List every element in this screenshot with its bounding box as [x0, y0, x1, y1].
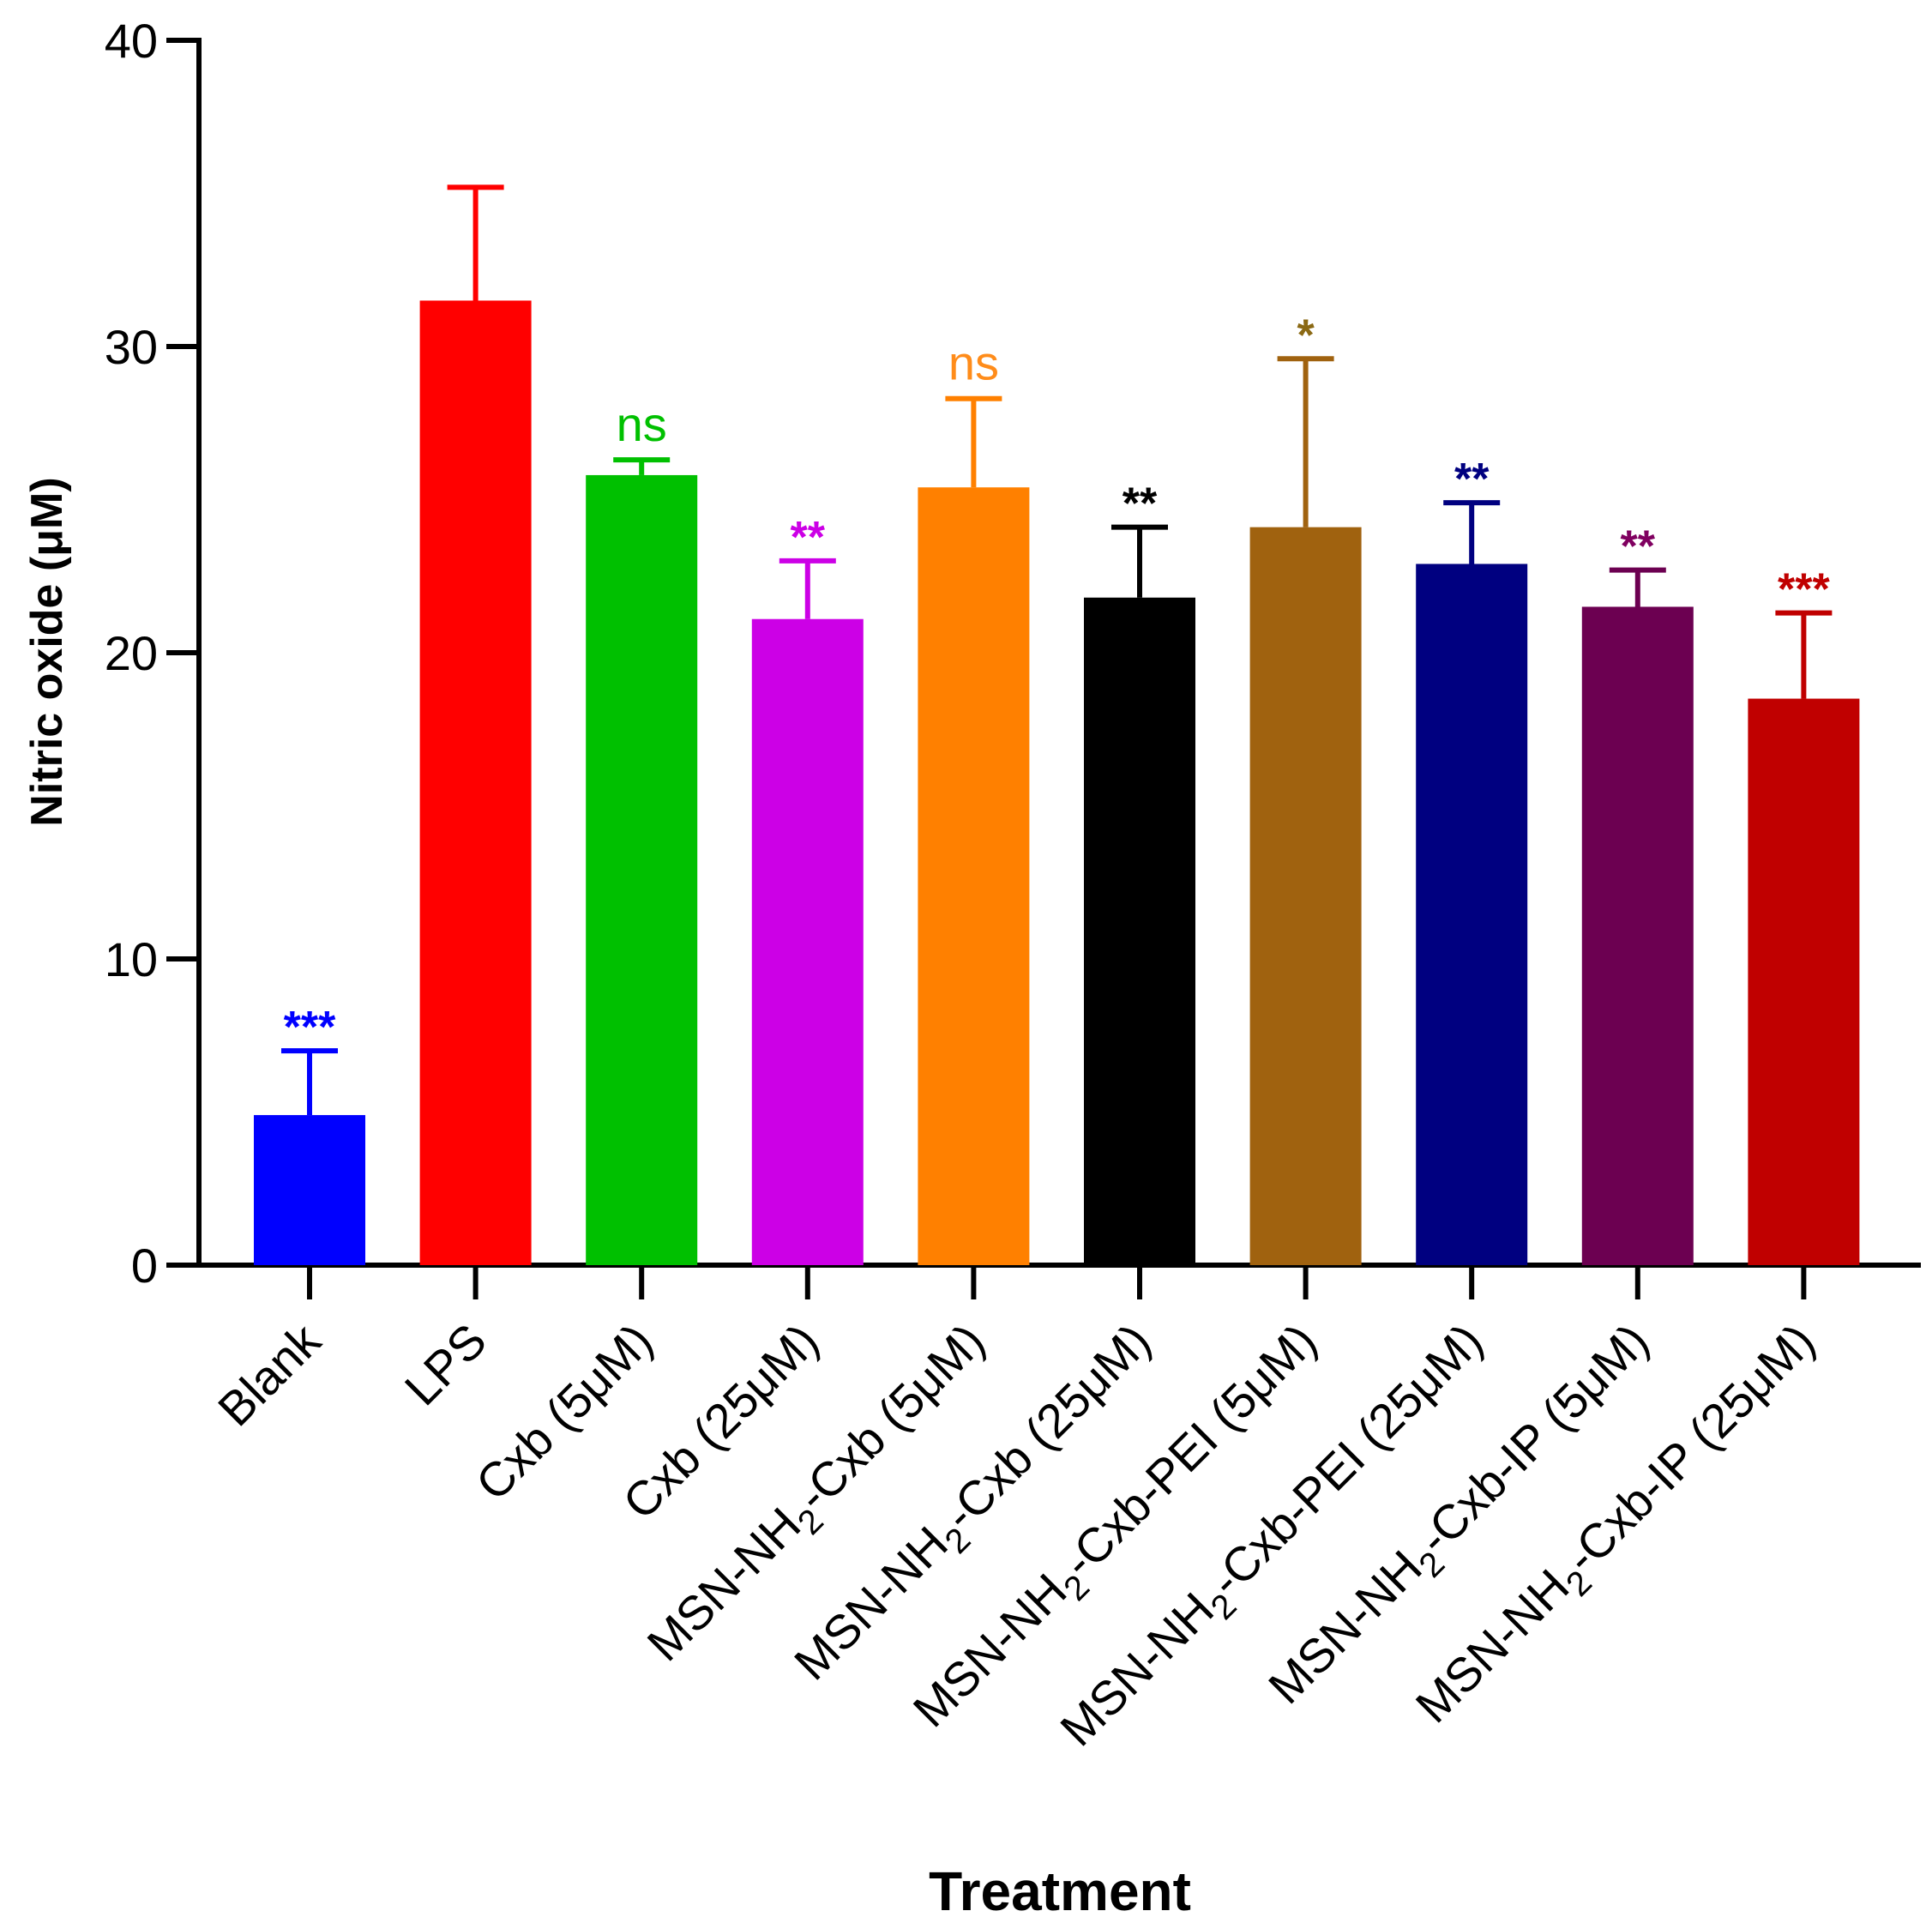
significance-8: ** [1621, 522, 1656, 572]
bar-1 [419, 300, 532, 1266]
bar-0 [254, 1115, 365, 1265]
bar-6 [1249, 527, 1362, 1265]
y-tick-label-40: 40 [105, 14, 158, 68]
y-axis: 0 10 20 30 40 [105, 14, 202, 1293]
bar-4 [918, 487, 1030, 1265]
significance-9: *** [1778, 565, 1830, 615]
y-tick-label-20: 20 [105, 626, 158, 680]
significance-markers: ***ns**ns********** [284, 310, 1831, 1052]
bar-7 [1416, 564, 1528, 1265]
significance-0: *** [284, 1003, 336, 1052]
bar-3 [751, 618, 864, 1265]
y-axis-title: Nitric oxide (μM) [22, 477, 72, 826]
bar-2 [586, 474, 698, 1265]
significance-5: ** [1122, 479, 1158, 529]
bar-5 [1084, 597, 1195, 1265]
significance-2: ns [617, 397, 667, 451]
bar-8 [1581, 606, 1694, 1265]
y-tick-label-30: 30 [105, 320, 158, 374]
significance-3: ** [791, 513, 826, 563]
significance-6: * [1297, 310, 1315, 360]
significance-4: ns [948, 336, 999, 390]
x-label-0: Blank [208, 1312, 331, 1436]
error-bars [281, 184, 1833, 1116]
x-axis-title: Treatment [929, 1860, 1191, 1922]
y-tick-label-10: 10 [105, 932, 158, 986]
significance-7: ** [1454, 455, 1490, 504]
bars [254, 300, 1860, 1266]
x-axis [199, 1263, 1921, 1299]
y-tick-label-0: 0 [131, 1239, 158, 1293]
x-label-1: LPS [394, 1313, 497, 1415]
bar-9 [1748, 698, 1860, 1265]
